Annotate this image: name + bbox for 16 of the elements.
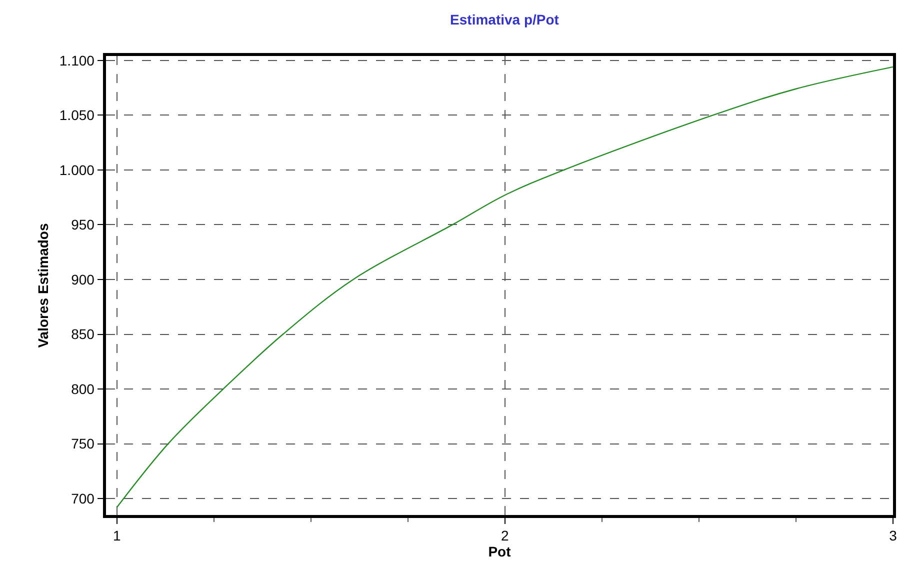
x-axis-title: Pot: [488, 544, 512, 560]
y-tick-label: 950: [71, 216, 95, 233]
x-tick-label: 2: [501, 528, 510, 544]
y-tick-label: 1.100: [59, 52, 95, 68]
y-tick-label: 700: [71, 490, 95, 506]
chart-title: Estimativa p/Pot: [450, 11, 560, 28]
y-axis-title: Valores Estimados: [35, 223, 52, 348]
x-tick-label: 3: [889, 528, 898, 544]
line-series: [116, 66, 893, 508]
x-tick-label: 1: [112, 528, 121, 544]
y-tick-label: 800: [71, 380, 95, 397]
y-tick-label: 850: [71, 326, 95, 342]
y-tick-label: 900: [71, 271, 95, 288]
y-tick-label: 1.050: [59, 107, 95, 124]
y-tick-label: 750: [71, 436, 95, 452]
y-tick-label: 1.000: [59, 162, 95, 178]
